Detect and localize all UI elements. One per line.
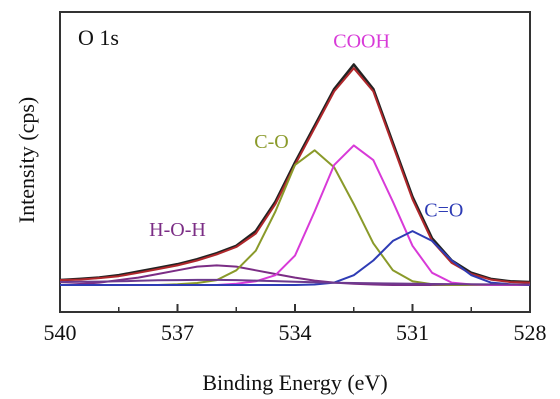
series-line-c-o: [60, 230, 531, 286]
peak-label-h-o-h: H-O-H: [149, 219, 206, 241]
panel-label: O 1s: [78, 25, 119, 50]
peak-label-c-o: C=O: [424, 199, 463, 221]
x-tick-label-540: 540: [44, 320, 77, 345]
x-tick-label-531: 531: [396, 320, 429, 345]
x-tick-label-537: 537: [161, 320, 194, 345]
x-tick-label-534: 534: [279, 320, 312, 345]
x-axis-label: Binding Energy (eV): [202, 370, 387, 395]
annotation-layer: COOH C-O C=O H-O-H: [149, 30, 463, 241]
peak-label-cooh: COOH: [333, 30, 390, 52]
series-line-measured: [59, 63, 531, 284]
x-axis-ticks: 540 537 534 531 528: [44, 304, 547, 345]
series-layer: [59, 63, 531, 286]
y-axis-label: Intensity (cps): [14, 97, 39, 223]
peak-label-c-o: C-O: [254, 131, 288, 153]
series-line-fit-envelope: [59, 67, 531, 284]
series-line-background: [59, 278, 530, 286]
x-tick-label-528: 528: [514, 320, 547, 345]
